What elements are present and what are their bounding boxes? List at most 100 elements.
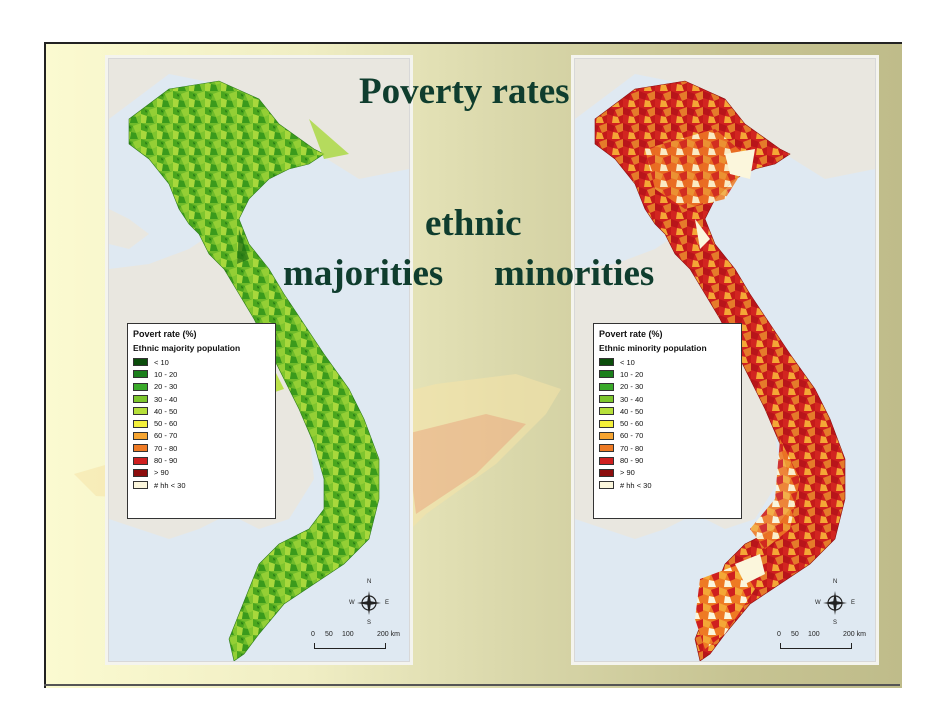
compass-e: E [851,600,856,606]
legend-swatch [133,468,148,477]
legend-swatch [599,358,614,367]
legend-swatch [599,481,614,490]
legend-item: 80 - 90 [599,454,741,466]
legend-label: 70 - 80 [154,443,178,453]
legend-label: # hh < 30 [620,480,652,490]
scale-tick: 200 km [843,631,866,638]
legend-subtitle: Ethnic majority population [133,343,241,353]
slide-title: Poverty rates [359,71,570,112]
scale-tick: 50 [791,631,799,638]
legend-swatch [599,456,614,465]
legend-label: 50 - 60 [154,419,178,429]
legend-item: > 90 [133,467,275,479]
legend-swatch [133,481,148,490]
legend-item: # hh < 30 [133,479,275,491]
subtitle-minorities: minorities [494,253,655,294]
compass-w: W [349,600,355,606]
compass-s: S [367,620,372,626]
legend-item: 60 - 70 [599,430,741,442]
legend-swatch [599,444,614,453]
subtitle-majorities: majorities [283,253,444,294]
legend-swatch [599,419,614,428]
legend-label: 20 - 30 [620,382,644,392]
legend-title: Povert rate (%) [133,329,197,339]
scale-bar: 0 50 100 200 km [777,631,869,655]
legend-swatch [599,395,614,404]
legend-swatch [133,382,148,391]
legend-item: 10 - 20 [599,368,741,380]
legend-item: < 10 [133,356,275,368]
legend-item: 70 - 80 [133,442,275,454]
legend-label: # hh < 30 [154,480,186,490]
compass-e: E [385,600,390,606]
legend-item: 80 - 90 [133,454,275,466]
legend-swatch [133,370,148,379]
legend-swatch [133,407,148,416]
legend-item: 20 - 30 [133,381,275,393]
scale-tick: 100 [808,631,820,638]
legend-swatch [599,431,614,440]
legend-list: < 10 10 - 20 20 - 30 30 - 40 40 - 50 50 … [128,356,275,491]
scale-line [314,643,386,649]
compass-w: W [815,600,821,606]
legend-label: 20 - 30 [154,382,178,392]
legend-item: 50 - 60 [133,417,275,429]
legend-swatch [133,444,148,453]
legend-swatch [133,419,148,428]
subtitle-ethnic: ethnic [425,203,522,244]
legend-label: 70 - 80 [620,443,644,453]
legend-item: 60 - 70 [133,430,275,442]
legend-item: 10 - 20 [133,368,275,380]
legend-item: # hh < 30 [599,479,741,491]
legend-swatch [133,431,148,440]
legend-label: < 10 [620,357,635,367]
legend-label: 10 - 20 [154,369,178,379]
legend-subtitle: Ethnic minority population [599,343,707,353]
map-panel-minority: Povert rate (%) Ethnic minority populati… [574,58,876,662]
legend-item: 40 - 50 [599,405,741,417]
legend-swatch [599,468,614,477]
legend-label: 60 - 70 [620,431,644,441]
legend-label: 10 - 20 [620,369,644,379]
scale-tick: 0 [311,631,315,638]
compass-rose: N S W E [349,579,389,627]
legend-swatch [599,407,614,416]
legend-swatch [599,382,614,391]
legend-item: 40 - 50 [133,405,275,417]
scale-bar: 0 50 100 200 km [311,631,403,655]
legend-swatch [133,395,148,404]
legend-title: Povert rate (%) [599,329,663,339]
scale-tick: 50 [325,631,333,638]
legend-label: > 90 [620,468,635,478]
legend-label: 30 - 40 [154,394,178,404]
legend-label: 40 - 50 [620,406,644,416]
legend-minority: Povert rate (%) Ethnic minority populati… [593,323,742,519]
legend-majority: Povert rate (%) Ethnic majority populati… [127,323,276,519]
legend-label: 80 - 90 [154,456,178,466]
compass-n: N [833,579,838,585]
scale-tick: 0 [777,631,781,638]
legend-swatch [133,456,148,465]
legend-label: > 90 [154,468,169,478]
legend-item: 70 - 80 [599,442,741,454]
compass-rose: N S W E [815,579,855,627]
map-panel-majority: Povert rate (%) Ethnic majority populati… [108,58,410,662]
legend-swatch [599,370,614,379]
vietnam-majority-shape [128,80,380,661]
legend-item: 30 - 40 [133,393,275,405]
legend-item: 30 - 40 [599,393,741,405]
legend-item: < 10 [599,356,741,368]
legend-label: < 10 [154,357,169,367]
legend-item: 50 - 60 [599,417,741,429]
legend-label: 40 - 50 [154,406,178,416]
legend-list: < 10 10 - 20 20 - 30 30 - 40 40 - 50 50 … [594,356,741,491]
compass-s: S [833,620,838,626]
scale-line [780,643,852,649]
legend-label: 60 - 70 [154,431,178,441]
legend-label: 30 - 40 [620,394,644,404]
compass-n: N [367,579,372,585]
slide-bottom-border [44,684,900,686]
scale-tick: 200 km [377,631,400,638]
scale-tick: 100 [342,631,354,638]
legend-item: 20 - 30 [599,381,741,393]
